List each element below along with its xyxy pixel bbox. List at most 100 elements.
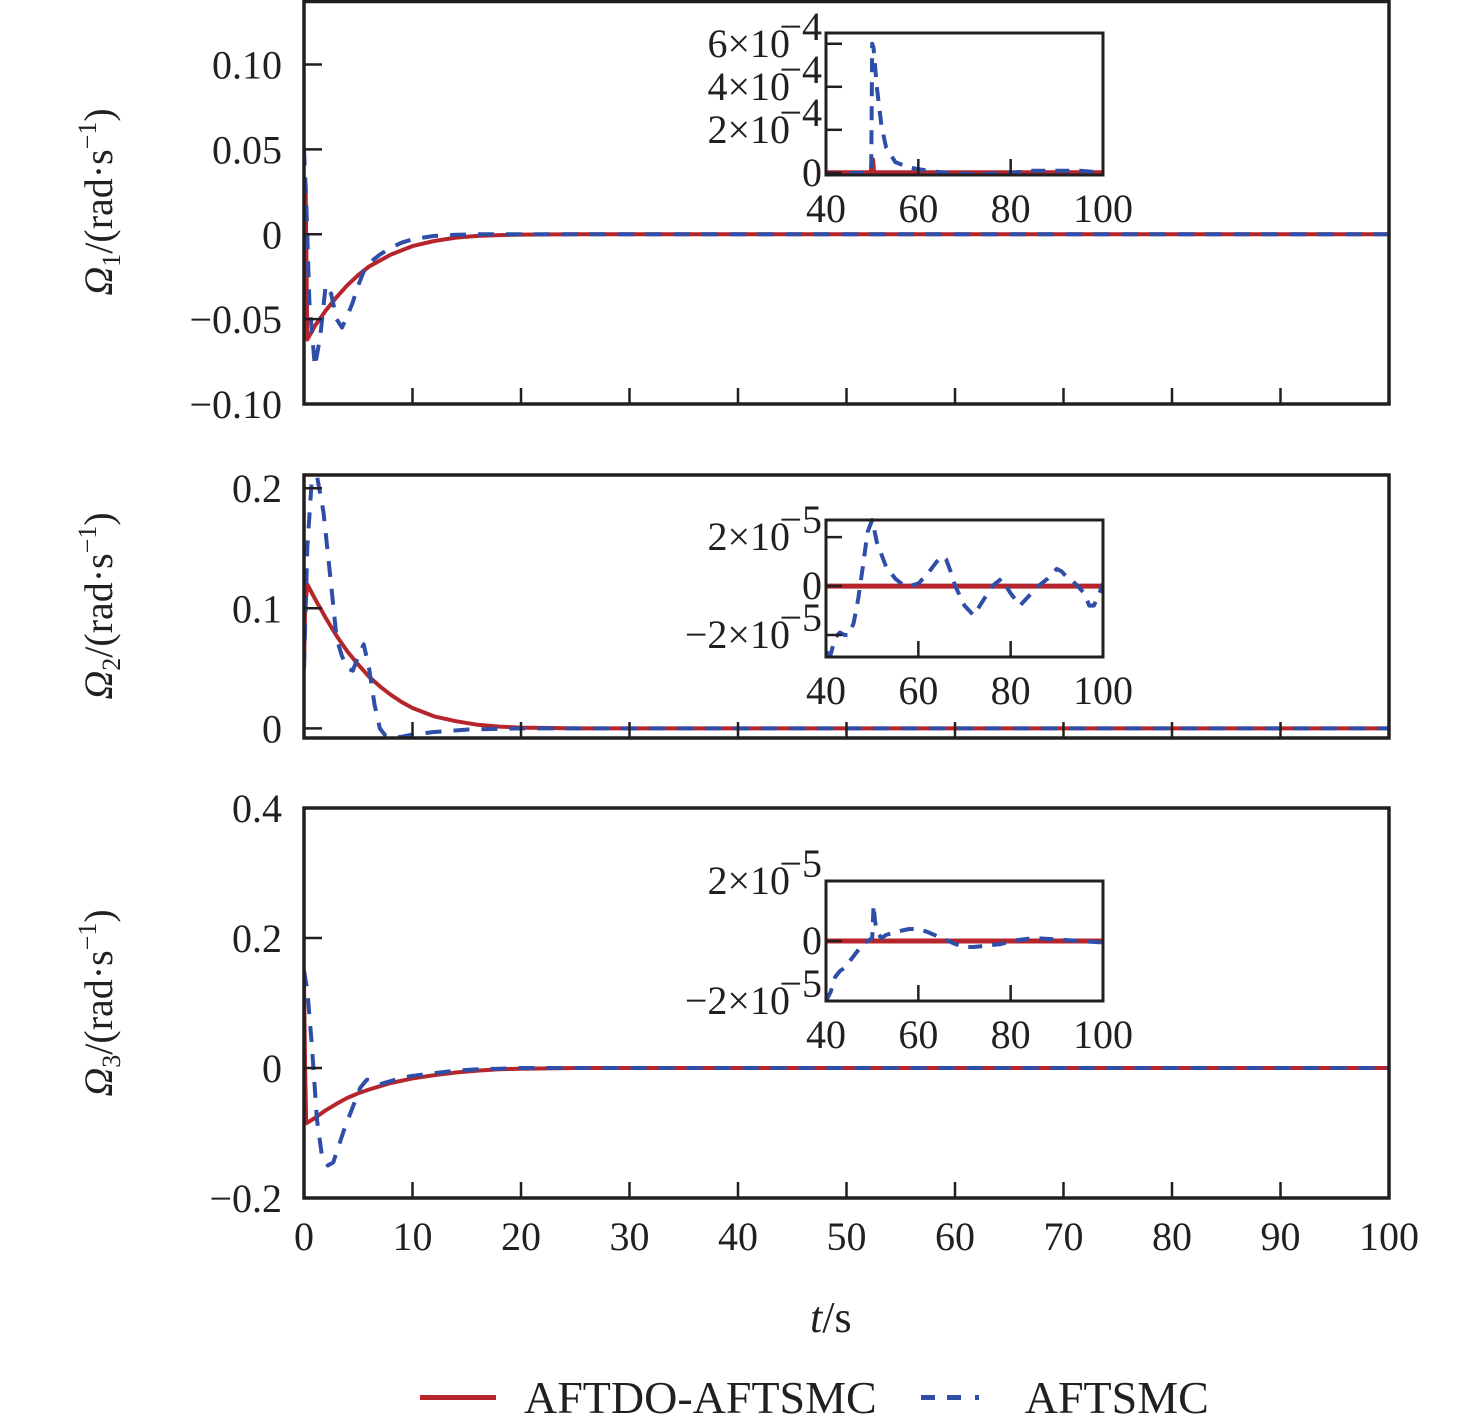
inset-y-tick-exponent: −4 xyxy=(779,4,822,49)
inset-y-tick-label: 2×10 xyxy=(707,107,790,152)
y-label-superscript: −1 xyxy=(73,122,102,150)
inset-frame xyxy=(824,518,1105,659)
inset-x-tick-label: 40 xyxy=(806,668,846,713)
legend-label-aftdo-aftsmc: AFTDO-AFTSMC xyxy=(524,1371,877,1423)
y-label-symbol: Ω xyxy=(76,267,121,296)
x-tick-label: 0 xyxy=(294,1214,314,1259)
x-tick-label: 20 xyxy=(501,1214,541,1259)
x-tick-label: 30 xyxy=(610,1214,650,1259)
y-axis-label: Ω3/(rad·s−1) xyxy=(73,909,126,1096)
y-tick-label: 0.05 xyxy=(212,127,282,172)
inset-y-tick-exponent: −5 xyxy=(779,841,822,886)
inset-x-tick-label: 40 xyxy=(806,1012,846,1057)
x-axis-title-var: t xyxy=(810,1293,823,1342)
y-tick-label: 0 xyxy=(262,1046,282,1091)
x-tick-label: 10 xyxy=(393,1214,433,1259)
y-tick-label: 0.2 xyxy=(232,916,282,961)
y-tick-label: 0.2 xyxy=(232,466,282,511)
y-tick-label: 0.10 xyxy=(212,43,282,88)
inset-x-tick-label: 100 xyxy=(1073,186,1133,231)
inset-x-tick-label: 80 xyxy=(991,668,1031,713)
panel-1: 0.10 0.05 0 −0.05 −0.10 Ω1/(rad·s−1) 40 60 80 100… xyxy=(73,0,1391,427)
y-label-unit: /(rad·s xyxy=(76,553,121,657)
x-tick-label: 40 xyxy=(718,1214,758,1259)
y-tick-label: 0.4 xyxy=(232,786,282,831)
series-line-aftdo-aftsmc xyxy=(304,582,1389,731)
y-label-close: ) xyxy=(76,909,121,922)
inset-x-tick-label: 80 xyxy=(991,186,1031,231)
inset-background xyxy=(826,33,1103,175)
x-tick-label: 80 xyxy=(1152,1214,1192,1259)
y-label-superscript: −1 xyxy=(73,526,102,554)
inset-y-tick-label: 0 xyxy=(802,150,822,195)
inset-y-tick-exponent: −5 xyxy=(779,961,822,1006)
inset-x-tick-label: 80 xyxy=(991,1012,1031,1057)
series-line-aftsmc xyxy=(304,970,1389,1168)
inset-series-group xyxy=(826,41,1103,176)
y-tick-label: −0.05 xyxy=(189,297,282,342)
x-tick-label: 50 xyxy=(827,1214,867,1259)
series-line-aftdo-aftsmc xyxy=(304,983,1389,1126)
inset-series-line-aftsmc xyxy=(826,518,1103,657)
y-tick-label: −0.2 xyxy=(209,1176,282,1221)
x-tick-label: 70 xyxy=(1044,1214,1084,1259)
inset-y-tick-label: −2×10 xyxy=(685,612,790,657)
plot-frame xyxy=(302,806,1391,1200)
inset-y-tick-label: −2×10 xyxy=(685,978,790,1023)
y-label-close: ) xyxy=(76,512,121,525)
series-group xyxy=(304,149,1389,369)
inset-series-group xyxy=(826,903,1103,1002)
y-label-close: ) xyxy=(76,108,121,121)
inset-frame xyxy=(824,31,1105,177)
y-tick-label: −0.10 xyxy=(189,382,282,427)
inset-x-tick-label: 100 xyxy=(1073,668,1133,713)
inset-y-tick-label: 4×10 xyxy=(707,64,790,109)
y-label-unit: /(rad·s xyxy=(76,149,121,253)
x-tick-label: 90 xyxy=(1261,1214,1301,1259)
x-axis-title: t/s xyxy=(810,1292,852,1343)
inset-x-tick-label: 100 xyxy=(1073,1012,1133,1057)
inset-y-tick-label: 0 xyxy=(802,563,822,608)
x-axis-title-unit: /s xyxy=(822,1293,852,1342)
y-label-subscript: 2 xyxy=(97,658,126,671)
x-tick-label: 60 xyxy=(935,1214,975,1259)
series-group xyxy=(304,475,1389,738)
y-label-unit: /(rad·s xyxy=(76,950,121,1054)
y-label-symbol: Ω xyxy=(76,671,121,700)
inset-y-tick-label: 6×10 xyxy=(707,21,790,66)
inset-series-line-aftsmc xyxy=(826,41,1103,176)
inset-x-tick-label: 60 xyxy=(898,1012,938,1057)
inset-y-tick-label: 2×10 xyxy=(707,858,790,903)
inset-y-tick-exponent: −5 xyxy=(779,497,822,542)
inset-y-tick-exponent: −4 xyxy=(779,47,822,92)
y-label-subscript: 1 xyxy=(97,254,126,267)
inset-y-tick-label: 2×10 xyxy=(707,514,790,559)
inset-x-tick-label: 40 xyxy=(806,186,846,231)
x-tick-label: 100 xyxy=(1359,1214,1419,1259)
inset-y-tick-exponent: −4 xyxy=(779,90,822,135)
inset-series-line-aftsmc xyxy=(826,903,1103,1002)
y-tick-label: 0.1 xyxy=(232,586,282,631)
inset-y-tick-label: 0 xyxy=(802,918,822,963)
series-line-aftsmc xyxy=(304,475,1389,738)
legend: AFTDO-AFTSMC AFTSMC xyxy=(420,1371,1209,1423)
y-tick-label: 0 xyxy=(262,212,282,257)
y-tick-label: 0 xyxy=(262,706,282,751)
series-line-aftdo-aftsmc xyxy=(304,181,1389,342)
series-group xyxy=(304,970,1389,1168)
legend-swatch-dashed xyxy=(920,1394,997,1400)
inset-x-tick-label: 60 xyxy=(898,668,938,713)
legend-swatch-solid xyxy=(420,1394,496,1400)
panel-3: 0 10 20 30 40 50 60 70 80 90 100 0.4 0.2 0 −0.2 Ω3/(rad… xyxy=(73,786,1419,1259)
y-label-superscript: −1 xyxy=(73,923,102,951)
y-label-symbol: Ω xyxy=(76,1068,121,1097)
y-axis-label: Ω1/(rad·s−1) xyxy=(73,108,126,295)
inset-y-tick-exponent: −5 xyxy=(779,595,822,640)
series-line-aftsmc xyxy=(304,149,1389,369)
inset-series-group xyxy=(826,518,1103,657)
